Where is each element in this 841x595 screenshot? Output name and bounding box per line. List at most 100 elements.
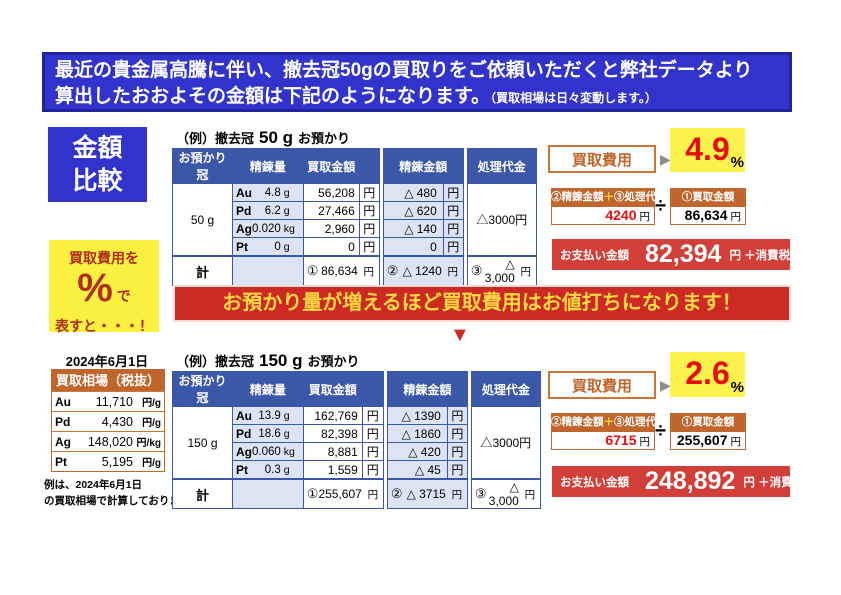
formula-denominator-50g: ①買取金額 86,634 円 xyxy=(670,188,746,225)
header-refine-qty: 精錬量 xyxy=(232,148,304,184)
qty-cell: Pd 18.6 g xyxy=(233,426,302,441)
yen-label: 円 xyxy=(358,201,380,220)
total-refine: ② △ 1240 円 xyxy=(387,263,460,279)
denominator-value-box: 255,607 円 xyxy=(670,432,746,450)
header-spacer xyxy=(358,148,380,184)
metal-label: Pd xyxy=(236,426,252,441)
plus-sign: ＋ xyxy=(603,416,615,428)
compare-line2: 比較 xyxy=(72,166,123,195)
qty-unit: g xyxy=(283,463,290,476)
purchase-value: 82,398 xyxy=(302,424,363,443)
refine-value: △ 45 xyxy=(386,460,448,480)
circled-3: ③ xyxy=(474,486,487,501)
header-refine-amt: 精錬金額 xyxy=(386,371,468,407)
header-refine-amt: 精錬金額 xyxy=(382,148,464,184)
total-refine: ② △ 3715 円 xyxy=(391,486,464,502)
table-row: 50 g Au 4.8 g 56,208 円 △ 480 円 △3000円 xyxy=(172,183,537,257)
qty-value: 4.8 xyxy=(264,186,281,199)
rate-row: Ag 148,020 円/kg xyxy=(52,431,164,451)
rate-date: 2024年6月1日 xyxy=(65,354,149,369)
title-prefix: （例）撤去冠 xyxy=(176,131,255,146)
amount-comparison-box: 金額 比較 xyxy=(48,127,147,202)
metal-label: Au xyxy=(55,394,71,409)
qty-value: 18.6 xyxy=(258,427,281,440)
qty-unit: kg xyxy=(283,445,295,458)
table-row: Pt 0 g 0 円 0 円 xyxy=(173,237,537,257)
yen-label: 円 xyxy=(520,265,532,278)
purchase-value: 2,960 xyxy=(302,219,360,238)
refine-value: △ 1860 xyxy=(386,424,448,443)
yen-label: 円 xyxy=(361,424,384,443)
qty-unit: g xyxy=(283,427,290,440)
header-deposit: お預かり冠 xyxy=(172,148,233,184)
formula-numerator-150g: ②精錬金額＋③処理代金 6715 円 xyxy=(551,413,667,450)
table-total-row: 計 ① 86,634 円 ② △ 1240 円 ③ △ 3,000 円 xyxy=(172,255,537,286)
qty-value: 6.2 xyxy=(264,204,281,217)
formula-denominator-150g: ①買取金額 255,607 円 xyxy=(670,413,746,450)
qty-unit: g xyxy=(283,409,290,422)
yen-label: 円 xyxy=(446,442,468,461)
title-suffix: お預かり xyxy=(298,131,351,146)
unit-label: 円/g xyxy=(142,458,161,469)
purchase-value: 56,208 xyxy=(302,183,360,202)
table-total-row: 計 ① 255,607 円 ② △ 3715 円 ③ △ 3,000 円 xyxy=(172,478,541,509)
numerator-value: 4240 xyxy=(605,207,637,223)
yen-label: 円 xyxy=(442,219,464,238)
banner-line2-text: 算出したおおよその金額は下記のようになります。 xyxy=(55,86,491,107)
total-label: 計 xyxy=(172,255,233,286)
circled-3: ③ xyxy=(470,263,483,278)
price-value: 11,710 xyxy=(95,394,133,409)
qty-value: 0.3 xyxy=(264,463,281,476)
deposit-weight: 50 g xyxy=(172,183,233,257)
total-disposal-value: △ 3,000 xyxy=(484,257,515,285)
yen-label: 円 xyxy=(363,265,375,278)
payment-label: お支払い金額 xyxy=(560,249,629,262)
refine-value: △ 1390 xyxy=(386,406,448,425)
metal-label: Ag xyxy=(236,444,252,459)
qty-value: 0.020 xyxy=(252,222,281,235)
disposal-value: △3000円 xyxy=(470,406,541,480)
circled-1: ① xyxy=(306,263,319,278)
header-disposal: 処理代金 xyxy=(470,371,541,407)
percent-box-symbol: % で xyxy=(49,268,159,316)
refine-value: △ 420 xyxy=(386,442,448,461)
numerator-a: ②精錬金額 xyxy=(551,416,604,428)
yen-label: 円 xyxy=(358,219,380,238)
payment-banner-150g: お支払い金額 248,892 円 ＋消費税 xyxy=(552,466,804,497)
purchase-value: 1,559 xyxy=(302,460,363,480)
fee-percent-value: 2.6 xyxy=(685,355,730,391)
percent-sign: % xyxy=(730,154,744,171)
table-row: Ag 0.020 kg 2,960 円 △ 140 円 xyxy=(173,219,537,238)
payment-label: お支払い金額 xyxy=(560,476,629,489)
header-refine-qty: 精錬量 xyxy=(232,371,304,407)
qty-unit: kg xyxy=(283,222,295,235)
table-header-row: お預かり冠 精錬量 買取金額 精錬金額 処理代金 xyxy=(172,371,541,407)
payment-amount: 82,394 xyxy=(645,240,722,268)
fee-percent-box-150g: 2.6 % xyxy=(670,352,745,397)
right-arrow-icon: ▶ xyxy=(660,151,671,167)
rate-table: 買取相場（税抜） Au 11,710 円/g Pd 4,430 円/g Ag 1… xyxy=(51,369,165,472)
yen-label: 円 xyxy=(446,460,468,480)
payment-suffix: 円 ＋消費税 xyxy=(729,249,791,262)
purchase-value: 8,881 xyxy=(302,442,363,461)
denominator-value: 255,607 xyxy=(676,432,728,448)
header-purchase: 買取金額 xyxy=(302,371,363,407)
yen-label: 円 xyxy=(367,488,379,501)
yen-label: 円 xyxy=(358,183,380,202)
fee-percent-box-50g: 4.9 % xyxy=(670,128,745,172)
rate-row: Pt 5,195 円/g xyxy=(52,451,164,471)
yen-label: 円 xyxy=(442,237,464,257)
yen-label: 円 xyxy=(442,201,464,220)
purchase-value: 27,466 xyxy=(302,201,360,220)
unit-label: 円/kg xyxy=(136,438,161,449)
total-purchase: ① 86,634 円 xyxy=(307,263,376,279)
table-row: Pt 0.3 g 1,559 円 △ 45 円 xyxy=(173,460,541,480)
table-row: Pd 18.6 g 82,398 円 △ 1860 円 xyxy=(173,424,541,443)
yen-label: 円 xyxy=(446,424,468,443)
total-purchase: ① 255,607 円 xyxy=(307,486,380,502)
header-disposal: 処理代金 xyxy=(466,148,537,184)
metal-table-150g: お預かり冠 精錬量 買取金額 精錬金額 処理代金 150 g Au 13.9 g 1… xyxy=(172,371,541,509)
total-purchase-value: 255,607 xyxy=(318,487,362,501)
payment-suffix: 円 ＋消費税 xyxy=(743,476,805,489)
numerator-b: ③処理代金 xyxy=(614,191,667,203)
